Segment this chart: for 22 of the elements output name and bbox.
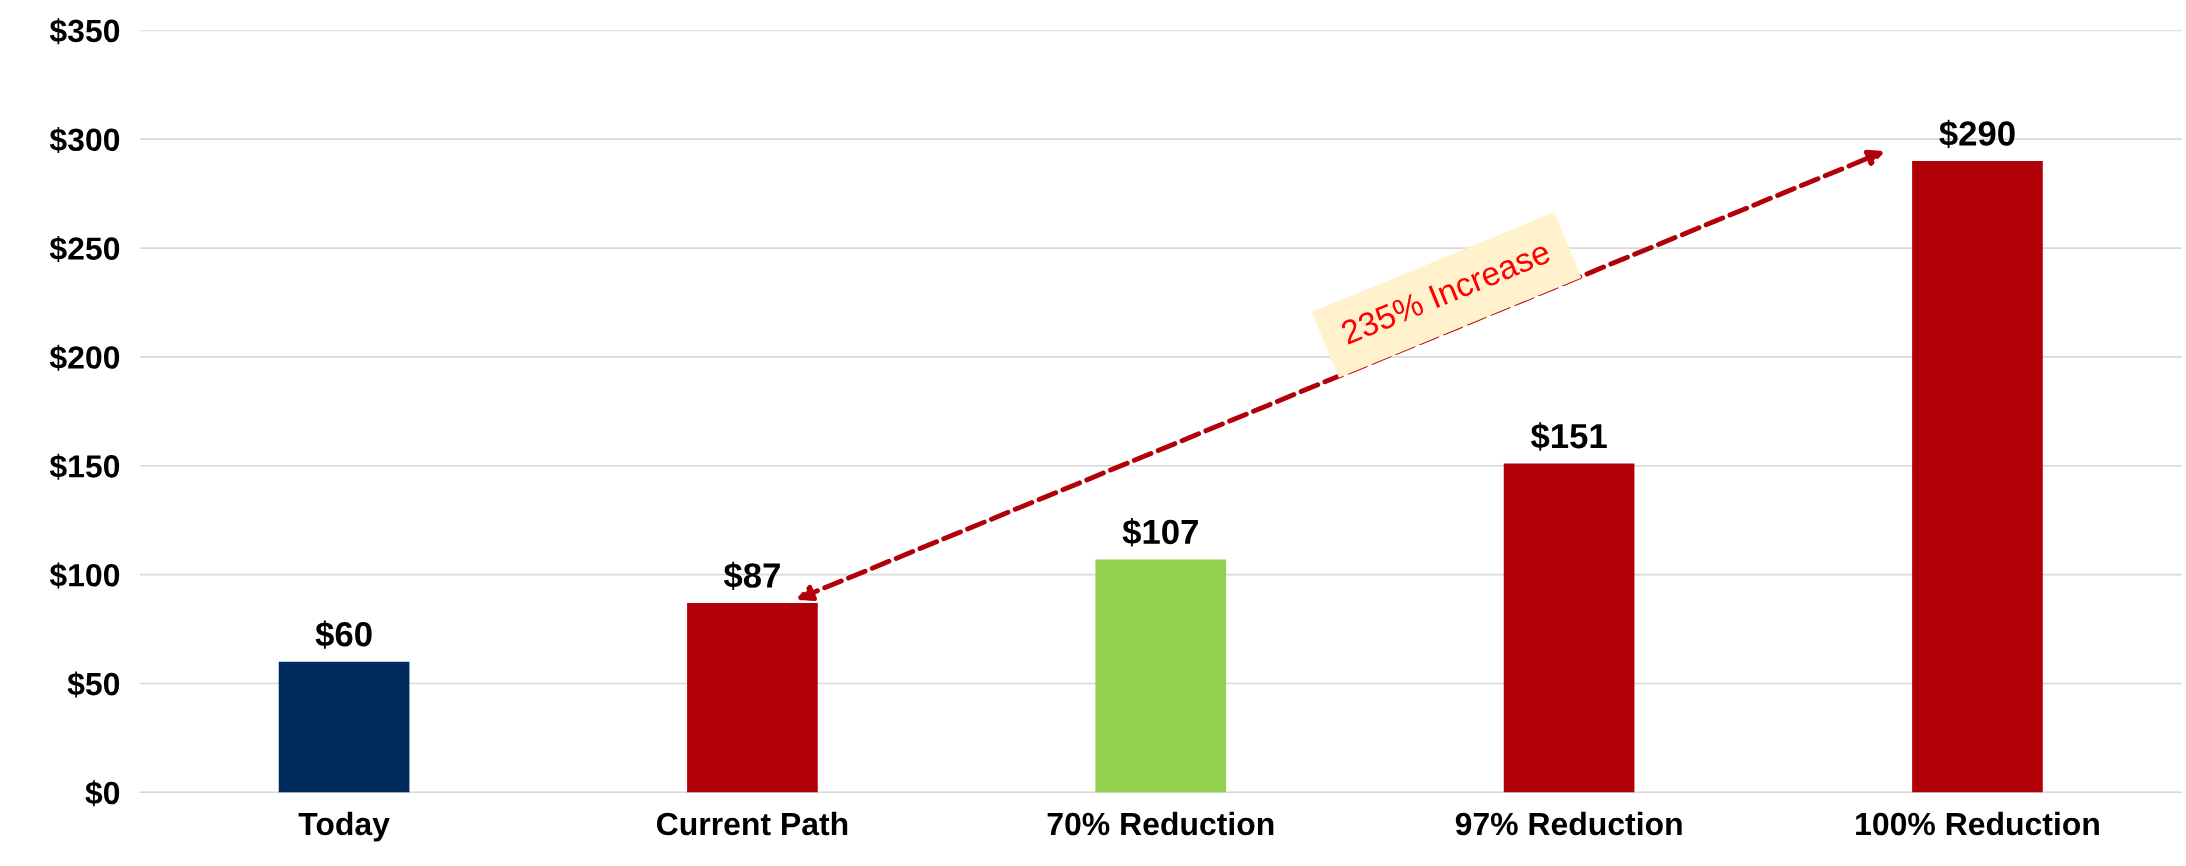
- y-tick-label: $50: [67, 671, 120, 698]
- y-tick-label: $300: [49, 127, 120, 154]
- y-tick-label: $0: [85, 780, 120, 807]
- data-label: $107: [1122, 518, 1198, 547]
- x-tick-label: Current Path: [657, 811, 848, 836]
- x-tick-label: 97% Reduction: [1455, 811, 1682, 836]
- y-tick-label: $150: [49, 453, 120, 480]
- bar: [278, 661, 410, 793]
- y-tick-label: $250: [49, 235, 120, 262]
- x-tick-label: 70% Reduction: [1047, 811, 1274, 836]
- x-tick-label: 100% Reduction: [1856, 811, 2099, 836]
- bar: [1912, 160, 2043, 793]
- data-label: $151: [1530, 422, 1607, 451]
- data-label: $60: [315, 620, 372, 649]
- x-tick-label: Today: [298, 811, 390, 842]
- bar: [1095, 559, 1227, 793]
- y-tick-label: $100: [49, 562, 120, 589]
- data-label: $87: [723, 561, 780, 590]
- bar: [1503, 463, 1635, 793]
- data-label: $290: [1939, 119, 2015, 148]
- y-tick-label: $350: [49, 18, 120, 45]
- y-tick-label: $200: [49, 344, 120, 371]
